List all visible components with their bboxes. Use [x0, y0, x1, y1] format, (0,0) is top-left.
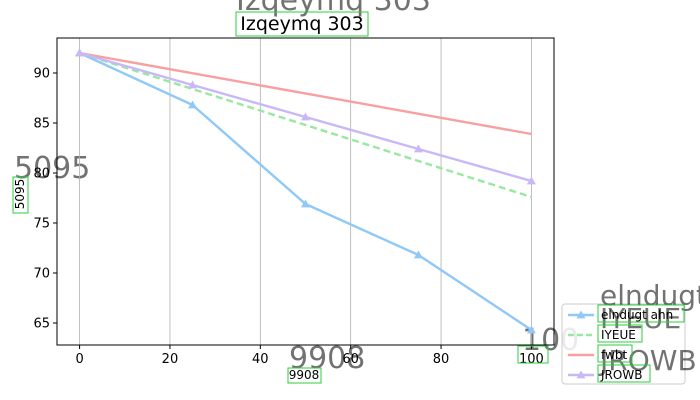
ghost-legend-label-0: elndugt ahn	[600, 279, 700, 312]
highlight-boxes	[12, 11, 685, 384]
x-tick-label-5: 100	[519, 352, 544, 367]
series-3-point-0	[75, 48, 85, 57]
series-0-point-1	[188, 100, 198, 109]
x-tick-label-1: 20	[162, 352, 179, 367]
y-axis-label: 5095	[13, 179, 27, 210]
ghost-legend-label-3: JROWB	[598, 344, 697, 377]
legend-label-2: fwbt	[601, 348, 627, 362]
legend-label-3-highlight	[597, 364, 651, 383]
series-3-point-1	[188, 80, 198, 89]
plot-frame	[56, 37, 555, 346]
ghost-title: Izqeymq 303	[236, 0, 431, 18]
title-highlight	[235, 11, 369, 37]
series-line-2	[79, 51, 532, 136]
y-tick-label-4: 85	[33, 117, 50, 132]
series-3-point-3	[413, 144, 423, 153]
ghost-legend: elndugt ahnIYEUEJROWB	[598, 279, 700, 377]
legend-label-2-highlight	[597, 344, 633, 363]
corner-highlight	[517, 345, 549, 364]
ghost-legend-label-1: IYEUE	[600, 302, 681, 335]
series-0-point-4	[526, 325, 536, 334]
y-tick-label-3: 80	[33, 167, 50, 182]
series-0-point-2	[301, 199, 310, 208]
series-0-point-3	[413, 250, 423, 259]
series-layer	[75, 48, 536, 334]
x-tick-label-3: 60	[342, 352, 359, 367]
ylabel-highlight	[12, 176, 29, 214]
legend-label-3: JROWB	[600, 368, 642, 382]
legend-marker-3	[576, 370, 586, 379]
legend-marker-0	[576, 310, 586, 319]
legend-box	[561, 303, 686, 385]
ghost-xlabel: 9908	[289, 341, 365, 376]
grid-lines	[79, 38, 532, 345]
x-tick-label-0: 0	[75, 352, 83, 367]
legend-label-0-highlight	[597, 304, 685, 323]
series-line-1	[79, 51, 532, 199]
y-tick-label-5: 90	[33, 67, 50, 82]
legend-label-1-highlight	[597, 324, 643, 343]
xlabel-highlight	[287, 367, 322, 384]
x-tick-label-4: 80	[433, 352, 450, 367]
y-tick-label-0: 65	[33, 317, 50, 332]
y-axis: 65 70 75 80 85 90	[33, 67, 57, 332]
legend-label-1: IYEUE	[601, 328, 636, 342]
series-3-point-2	[301, 112, 310, 121]
legend-label-0: elndugt ahn	[601, 308, 673, 322]
series-3-point-4	[526, 176, 536, 185]
y-tick-label-2: 75	[33, 217, 50, 232]
ghost-ylabel: 5095	[14, 151, 90, 186]
chart-title: Izqeymq 303	[240, 13, 363, 35]
x-tick-label-2: 40	[252, 352, 269, 367]
y-tick-label-1: 70	[33, 267, 50, 282]
x-axis-label: 9908	[289, 368, 320, 382]
